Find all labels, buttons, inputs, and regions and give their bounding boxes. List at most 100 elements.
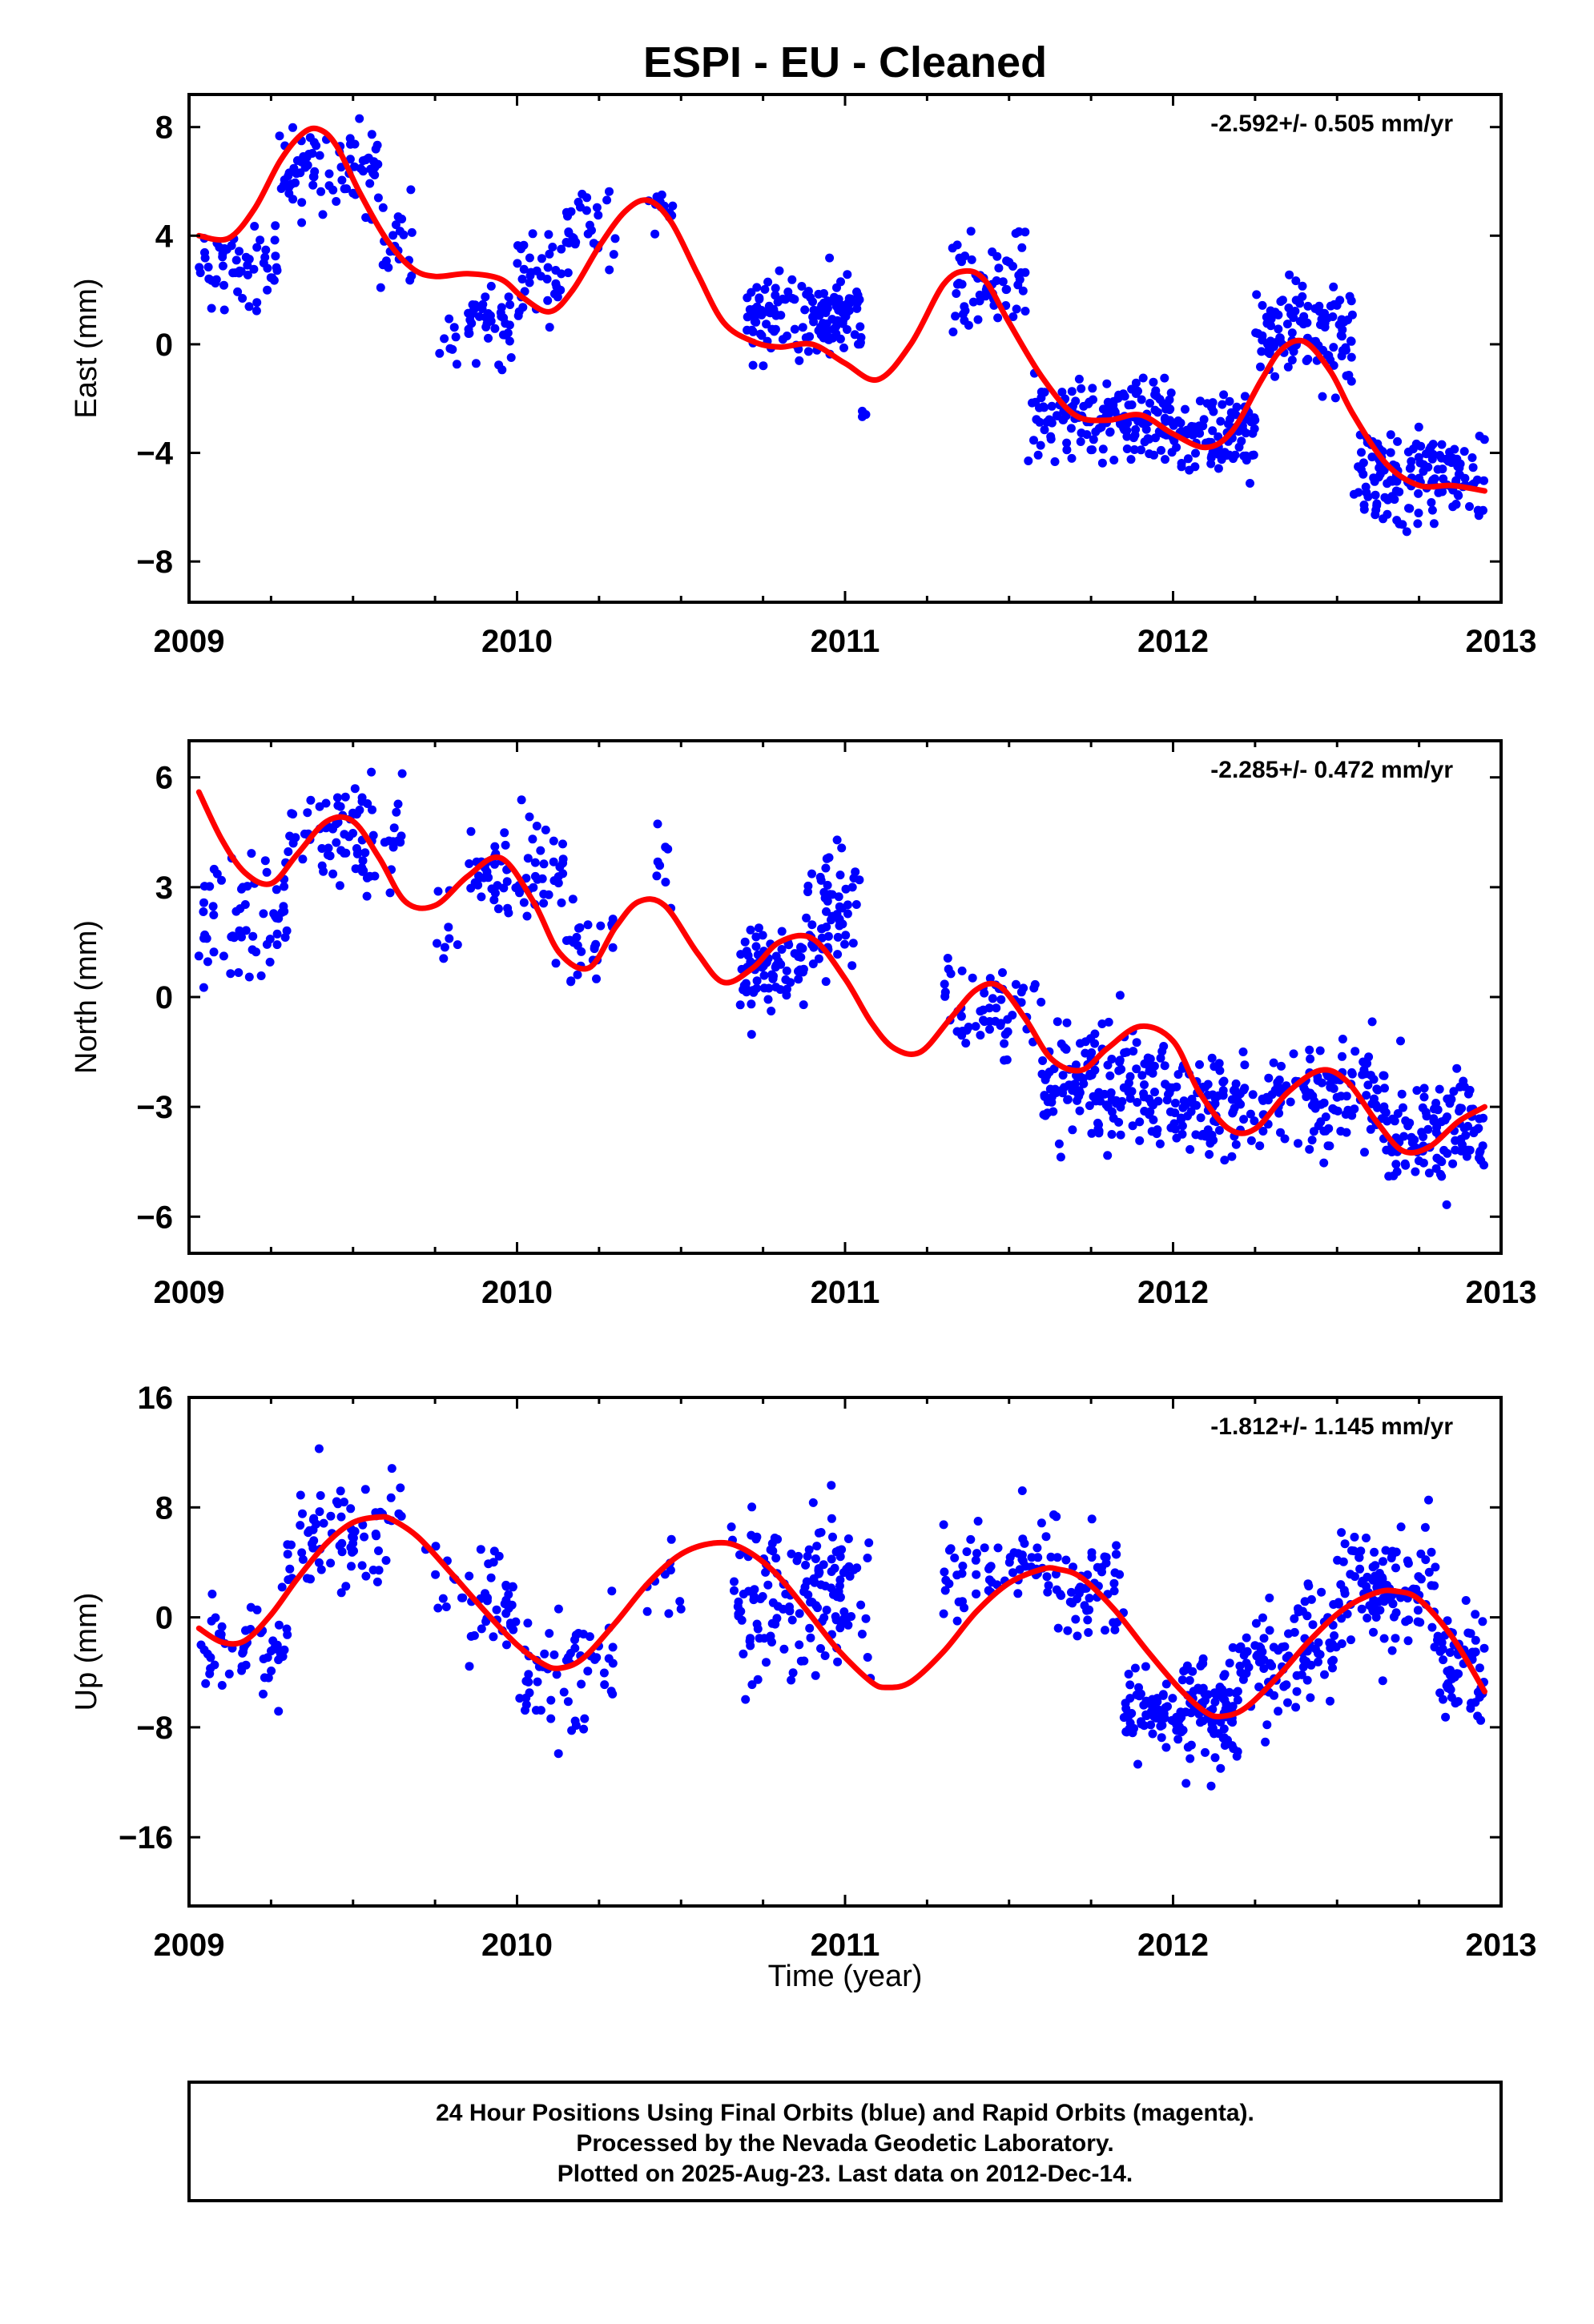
data-point bbox=[1236, 1100, 1246, 1109]
data-point bbox=[1386, 1144, 1395, 1154]
data-point bbox=[1465, 502, 1474, 511]
data-point bbox=[557, 244, 566, 254]
y-tick-label: −8 bbox=[136, 545, 173, 580]
data-point bbox=[481, 292, 490, 302]
east-panel: 2009 2010 2011 2012 2013 8 4 0 −4 −8 East (mm) -2.5… bbox=[70, 93, 1536, 659]
data-point bbox=[433, 887, 443, 896]
data-point bbox=[1037, 393, 1046, 403]
y-tick-label: 0 bbox=[155, 328, 173, 363]
data-point bbox=[318, 210, 328, 219]
data-point bbox=[948, 328, 958, 336]
data-point bbox=[1013, 1589, 1023, 1598]
data-point bbox=[1250, 1641, 1260, 1651]
data-point bbox=[796, 943, 805, 952]
data-point bbox=[771, 960, 781, 970]
data-point bbox=[525, 278, 534, 287]
data-point bbox=[781, 975, 791, 984]
data-point bbox=[319, 1518, 328, 1528]
data-point bbox=[556, 285, 566, 295]
data-point bbox=[1431, 1562, 1440, 1572]
data-point bbox=[1326, 1083, 1335, 1092]
data-point bbox=[762, 320, 771, 329]
chart-title: ESPI - EU - Cleaned bbox=[643, 38, 1047, 86]
data-point bbox=[1346, 352, 1356, 362]
data-point bbox=[1017, 243, 1027, 252]
data-point bbox=[771, 291, 780, 300]
data-point bbox=[337, 175, 347, 185]
data-point bbox=[1054, 1139, 1064, 1148]
data-point bbox=[238, 1648, 248, 1658]
x-tick-label: 2009 bbox=[154, 1275, 225, 1310]
data-point bbox=[1466, 1703, 1475, 1713]
data-point bbox=[1115, 991, 1125, 1000]
y-tick-label: −16 bbox=[119, 1820, 173, 1856]
data-point bbox=[763, 995, 773, 1004]
data-point bbox=[1363, 1572, 1372, 1582]
data-point bbox=[1316, 320, 1325, 329]
data-point bbox=[1157, 1733, 1166, 1743]
data-point bbox=[360, 1532, 369, 1542]
data-point bbox=[1336, 331, 1346, 340]
x-tick-label: 2012 bbox=[1137, 1275, 1209, 1310]
data-point bbox=[971, 1555, 980, 1565]
data-point bbox=[843, 909, 852, 919]
data-point bbox=[973, 315, 983, 324]
data-point bbox=[849, 874, 859, 883]
north-rate-annotation: -2.285+/- 0.472 mm/yr bbox=[1210, 757, 1453, 783]
data-point bbox=[1210, 1729, 1219, 1739]
data-point bbox=[1338, 1035, 1347, 1043]
data-point bbox=[209, 947, 219, 957]
data-point bbox=[317, 844, 327, 853]
data-point bbox=[1292, 1671, 1302, 1680]
data-point bbox=[1256, 362, 1265, 372]
data-point bbox=[1203, 1080, 1213, 1089]
data-point bbox=[249, 264, 259, 274]
data-point bbox=[1455, 1104, 1465, 1113]
data-point bbox=[237, 932, 246, 942]
data-point bbox=[340, 792, 350, 802]
data-point bbox=[1358, 1070, 1367, 1080]
data-point bbox=[1033, 1553, 1043, 1562]
data-point bbox=[666, 1534, 676, 1544]
data-point bbox=[1210, 1094, 1220, 1104]
data-point bbox=[332, 793, 342, 802]
data-point bbox=[580, 1714, 590, 1723]
data-point bbox=[1097, 458, 1107, 468]
data-point bbox=[386, 1493, 396, 1502]
data-point bbox=[1181, 1779, 1191, 1788]
data-point bbox=[1090, 1029, 1100, 1039]
data-point bbox=[642, 1606, 652, 1616]
data-point bbox=[1041, 1532, 1051, 1542]
data-point bbox=[940, 979, 949, 989]
data-point bbox=[345, 134, 355, 143]
data-point bbox=[739, 1649, 748, 1659]
data-point bbox=[397, 215, 407, 223]
data-point bbox=[952, 1616, 962, 1626]
data-point bbox=[389, 823, 399, 833]
data-point bbox=[528, 229, 537, 239]
data-point bbox=[1097, 1567, 1106, 1577]
data-point bbox=[399, 230, 409, 239]
data-point bbox=[1439, 1695, 1447, 1704]
y-tick-label: 0 bbox=[155, 1601, 173, 1636]
data-point bbox=[1140, 1080, 1149, 1089]
data-point bbox=[1459, 447, 1469, 456]
data-point bbox=[1467, 453, 1477, 462]
data-point bbox=[1411, 1167, 1420, 1176]
data-point bbox=[798, 323, 807, 332]
data-point bbox=[1294, 1607, 1303, 1617]
data-point bbox=[1218, 400, 1227, 409]
data-point bbox=[815, 872, 825, 882]
data-point bbox=[788, 1668, 798, 1678]
data-point bbox=[1149, 450, 1158, 460]
data-point bbox=[1009, 1548, 1019, 1558]
data-point bbox=[734, 1611, 743, 1621]
data-point bbox=[745, 305, 755, 314]
data-point bbox=[1172, 1082, 1181, 1092]
data-point bbox=[835, 870, 845, 880]
data-point bbox=[1067, 387, 1077, 396]
data-point bbox=[851, 900, 861, 909]
data-point bbox=[546, 1714, 556, 1723]
data-point bbox=[1177, 1121, 1187, 1131]
data-point bbox=[1053, 1553, 1062, 1562]
